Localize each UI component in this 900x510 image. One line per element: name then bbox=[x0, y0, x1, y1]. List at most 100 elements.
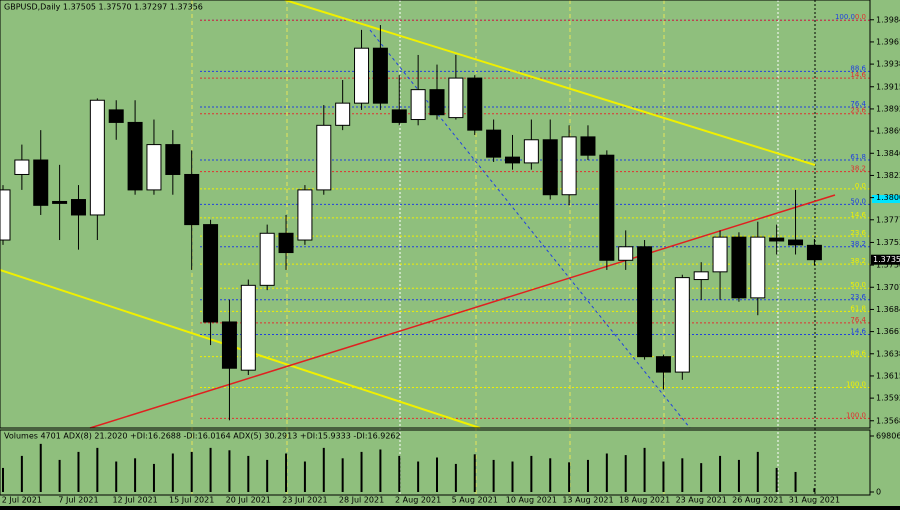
y-tick-label: 1.39150 bbox=[876, 82, 900, 91]
x-tick-label: 2 Jul 2021 bbox=[2, 496, 42, 505]
candle-body bbox=[806, 244, 822, 261]
panel-tick-label: 69806 bbox=[876, 432, 900, 441]
candle-body bbox=[0, 189, 11, 241]
candle-body bbox=[693, 271, 709, 281]
candle-body bbox=[372, 47, 388, 104]
candle-body bbox=[146, 144, 162, 191]
x-tick-label: 23 Jul 2021 bbox=[282, 496, 327, 505]
level-label: 50.0 bbox=[850, 281, 866, 289]
level-label: 61.8 bbox=[850, 153, 866, 161]
candle-body bbox=[580, 136, 596, 156]
candle-body bbox=[655, 356, 671, 373]
level-label: 0.0 bbox=[855, 182, 866, 190]
candle-body bbox=[637, 246, 653, 358]
candles bbox=[0, 25, 822, 421]
y-tick-label: 1.38920 bbox=[876, 104, 900, 113]
level-label: 23.6 bbox=[850, 229, 866, 237]
x-tick-label: 26 Aug 2021 bbox=[732, 496, 783, 505]
last-price-box bbox=[871, 254, 900, 265]
level-label: 23.6 bbox=[850, 293, 866, 301]
x-tick-label: 28 Jul 2021 bbox=[339, 496, 384, 505]
level-label: 100.0 bbox=[835, 13, 855, 21]
candle-body bbox=[523, 139, 539, 164]
candle-body bbox=[561, 136, 577, 196]
y-tick-label: 1.37300 bbox=[876, 261, 900, 270]
candle-body bbox=[108, 109, 124, 123]
y-tick-label: 1.35685 bbox=[876, 416, 900, 425]
trend-line bbox=[0, 269, 481, 429]
y-tick-label: 1.35920 bbox=[876, 394, 900, 403]
level-label: 38.2 bbox=[850, 257, 866, 265]
y-tick-label: 1.39615 bbox=[876, 37, 900, 46]
candle-body bbox=[486, 129, 502, 158]
level-label: 61.8 bbox=[850, 304, 866, 312]
candle-body bbox=[448, 77, 464, 119]
x-tick-label: 31 Aug 2021 bbox=[789, 496, 840, 505]
price-alert bbox=[872, 195, 900, 203]
level-label: 23.6 bbox=[850, 107, 866, 115]
level-label: 38.2 bbox=[850, 165, 866, 173]
x-tick-label: 12 Jul 2021 bbox=[112, 496, 157, 505]
candle-body bbox=[354, 47, 370, 104]
y-tick-label: 1.36610 bbox=[876, 327, 900, 336]
candle-body bbox=[750, 236, 766, 299]
x-tick-label: 13 Aug 2021 bbox=[562, 496, 613, 505]
y-tick-label: 1.37070 bbox=[876, 283, 900, 292]
candle-body bbox=[165, 144, 181, 175]
candle-body bbox=[184, 173, 200, 226]
candle-body bbox=[14, 159, 30, 175]
level-label: 88.6 bbox=[850, 350, 866, 358]
candle-body bbox=[391, 109, 407, 123]
level-label: 0.0 bbox=[855, 13, 866, 21]
candle-body bbox=[618, 246, 634, 261]
candle-body bbox=[89, 99, 105, 216]
candle-body bbox=[712, 236, 728, 273]
level-label: 100.0 bbox=[846, 411, 866, 419]
panel-frame bbox=[0, 429, 871, 496]
level-label: 76.4 bbox=[850, 316, 866, 324]
fib-levels: 100.0 0.088.614.676.423.661.838.20.050.01… bbox=[200, 13, 870, 419]
y-tick-label: 1.38690 bbox=[876, 127, 900, 136]
candle-body bbox=[335, 102, 351, 126]
candle-body bbox=[203, 224, 219, 323]
candle-body bbox=[410, 89, 426, 121]
candle-body bbox=[504, 156, 520, 164]
x-tick-label: 20 Jul 2021 bbox=[226, 496, 271, 505]
level-label: 50.0 bbox=[850, 197, 866, 205]
y-tick-label: 1.36840 bbox=[876, 305, 900, 314]
y-tick-label: 1.38230 bbox=[876, 171, 900, 180]
y-tick-label: 1.36380 bbox=[876, 349, 900, 358]
candle-body bbox=[297, 189, 313, 241]
candle-body bbox=[316, 124, 332, 191]
level-label: 88.6 bbox=[850, 64, 866, 72]
panel-header: Volumes 4701 ADX(8) 21.2020 +DI:16.2688 … bbox=[4, 432, 401, 441]
y-tick-label: 1.39385 bbox=[876, 60, 900, 69]
candle-body bbox=[52, 200, 68, 204]
last-price-label: 1.37356 bbox=[873, 255, 900, 264]
level-label: 14.6 bbox=[850, 71, 866, 79]
chart-header: GBPUSD,Daily 1.37505 1.37570 1.37297 1.3… bbox=[4, 3, 203, 12]
candle-body bbox=[429, 89, 445, 116]
x-tick-label: 15 Jul 2021 bbox=[169, 496, 214, 505]
x-tick-label: 2 Aug 2021 bbox=[395, 496, 441, 505]
level-label: 76.4 bbox=[850, 100, 866, 108]
y-tick-label: 1.36150 bbox=[876, 371, 900, 380]
x-tick-label: 5 Aug 2021 bbox=[452, 496, 498, 505]
trend-line bbox=[284, 0, 816, 166]
level-label: 100.0 bbox=[846, 381, 866, 389]
candle-body bbox=[259, 232, 275, 286]
candle-body bbox=[542, 139, 558, 196]
candle-body bbox=[70, 199, 86, 216]
x-tick-label: 23 Aug 2021 bbox=[676, 496, 727, 505]
plot-frame bbox=[0, 0, 871, 429]
level-label: 14.6 bbox=[850, 211, 866, 219]
candle-body bbox=[467, 77, 483, 131]
y-tick-label: 1.39845 bbox=[876, 15, 900, 24]
y-tick-label: 1.37535 bbox=[876, 238, 900, 247]
x-tick-label: 10 Aug 2021 bbox=[506, 496, 557, 505]
candle-body bbox=[599, 154, 615, 261]
candle-body bbox=[33, 159, 49, 206]
panel-tick-label: 0 bbox=[876, 488, 881, 497]
y-tick-label: 1.38000 bbox=[876, 193, 900, 202]
